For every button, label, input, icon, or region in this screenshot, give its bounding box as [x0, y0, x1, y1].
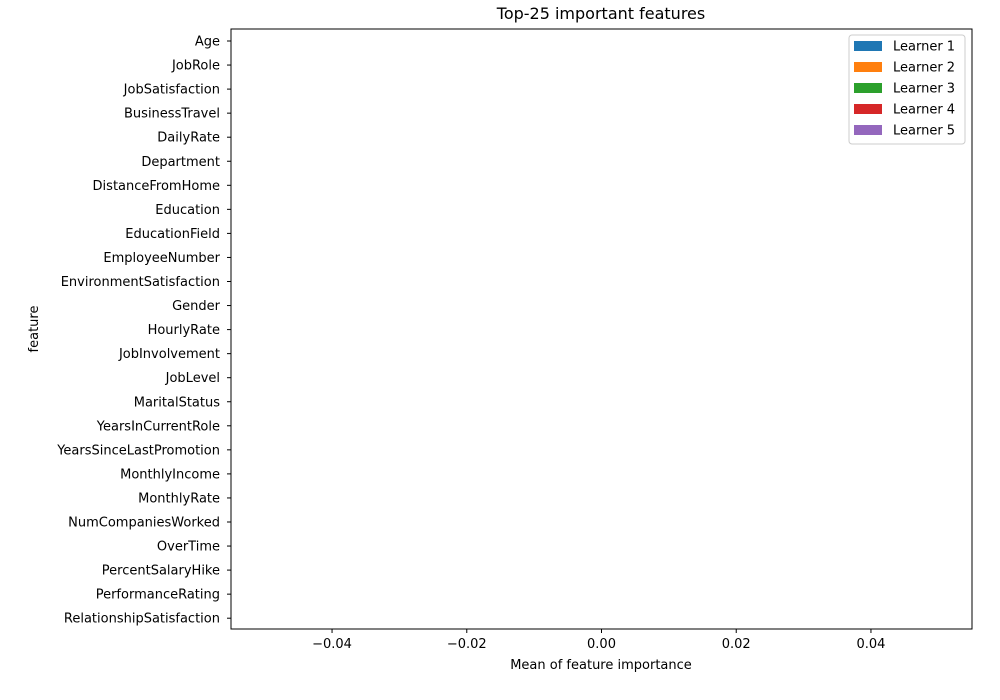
y-tick-label: Age — [195, 35, 220, 50]
y-tick-label: JobInvolvement — [118, 347, 220, 362]
y-tick-label: JobSatisfaction — [123, 83, 220, 98]
y-tick-label: NumCompaniesWorked — [68, 516, 220, 531]
legend-label: Learner 3 — [893, 82, 955, 97]
x-tick-label: −0.04 — [312, 637, 352, 652]
y-tick-label: MonthlyRate — [138, 491, 220, 506]
y-tick-label: Education — [155, 203, 220, 218]
y-tick-label: DistanceFromHome — [93, 179, 220, 194]
y-tick-label: MonthlyIncome — [120, 467, 220, 482]
y-tick-label: DailyRate — [157, 131, 220, 146]
x-tick-label: 0.02 — [722, 637, 751, 652]
y-tick-label: MaritalStatus — [134, 395, 220, 410]
x-tick-label: 0.04 — [856, 637, 885, 652]
plot-area-frame — [230, 28, 973, 630]
y-tick-label: YearsSinceLastPromotion — [56, 443, 220, 458]
x-tick-label: −0.02 — [447, 637, 487, 652]
legend-swatch — [854, 83, 882, 93]
y-tick-label: JobRole — [171, 59, 220, 74]
legend-label: Learner 4 — [893, 103, 955, 118]
x-axis-label: Mean of feature importance — [510, 658, 692, 673]
chart-title: Top-25 important features — [496, 4, 705, 23]
y-tick-label: PerformanceRating — [96, 588, 220, 603]
y-tick-label: BusinessTravel — [124, 107, 220, 122]
y-tick-label: HourlyRate — [148, 323, 220, 338]
y-tick-label: EnvironmentSatisfaction — [61, 275, 220, 290]
y-tick-label: RelationshipSatisfaction — [64, 612, 220, 627]
y-tick-label: PercentSalaryHike — [102, 564, 220, 579]
y-tick-label: OverTime — [157, 540, 220, 555]
legend: Learner 1 Learner 2 Learner 3 Learner 4 Lear… — [848, 34, 966, 145]
legend-swatch — [854, 62, 882, 72]
y-axis-label: feature — [27, 306, 42, 353]
y-axis-ticks: Age JobRole JobSatisfaction BusinessTravel D… — [56, 35, 231, 627]
legend-label: Learner 1 — [893, 40, 955, 55]
y-tick-label: Gender — [172, 299, 221, 314]
x-axis-ticks: −0.04 −0.02 0.00 0.02 0.04 — [312, 629, 885, 652]
legend-swatch — [854, 125, 882, 135]
x-tick-label: 0.00 — [587, 637, 616, 652]
y-tick-label: EmployeeNumber — [103, 251, 220, 266]
legend-label: Learner 2 — [893, 61, 955, 76]
y-tick-label: EducationField — [125, 227, 220, 242]
y-tick-label: YearsInCurrentRole — [96, 419, 220, 434]
y-tick-label: JobLevel — [165, 371, 220, 386]
legend-swatch — [854, 104, 882, 114]
legend-label: Learner 5 — [893, 124, 955, 139]
legend-swatch — [854, 41, 882, 51]
y-tick-label: Department — [141, 155, 220, 170]
